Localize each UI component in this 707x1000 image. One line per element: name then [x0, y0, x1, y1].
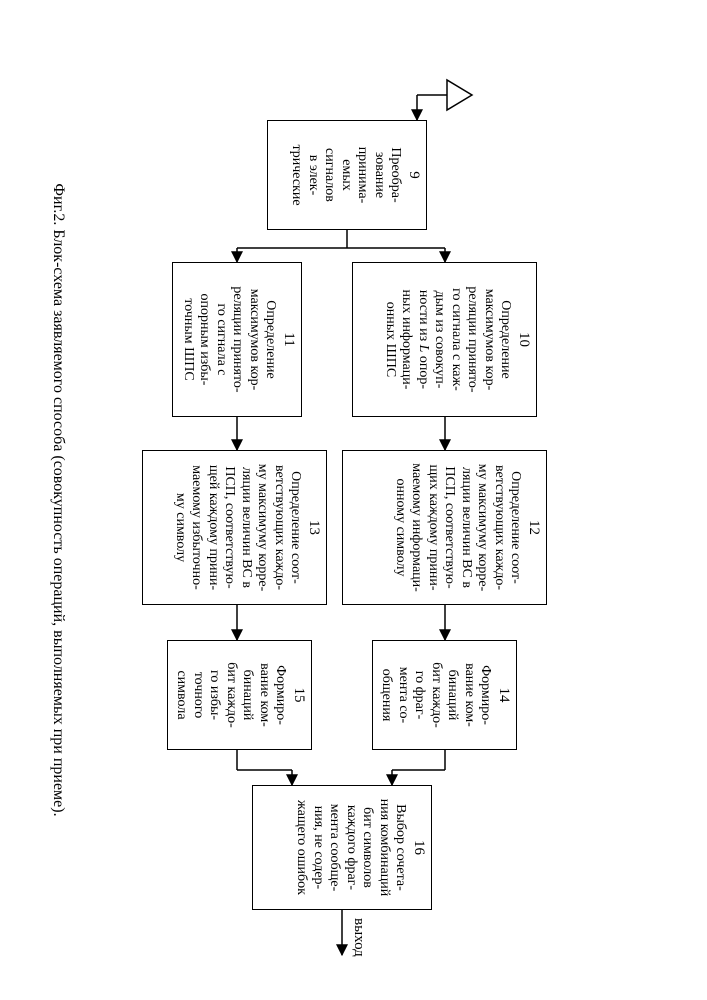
- node-text: Определениемаксимумов кор-реляции принят…: [381, 286, 513, 392]
- node-n16: 16Выбор сочета-ния комбинацийбит символо…: [252, 785, 432, 910]
- edge: [447, 80, 472, 110]
- node-number: 15: [291, 688, 308, 703]
- node-number: 13: [306, 520, 323, 535]
- node-text: Преобра-зованиепринима-емыхсигналовв эле…: [288, 144, 404, 205]
- node-n13: 13Определение соот-ветствующих каждо-му …: [142, 450, 327, 605]
- node-text: Формиро-вание ком-бинацийбит каждо-го фр…: [378, 662, 494, 728]
- node-n11: 11Определениемаксимумов кор-реляции прин…: [172, 262, 302, 417]
- node-number: 9: [406, 171, 423, 179]
- node-number: 16: [411, 840, 428, 855]
- figure-caption: Фиг.2. Блок-схема заявляемого способа (с…: [49, 0, 67, 1000]
- node-n12: 12Определение соот-ветствующих каждо-му …: [342, 450, 547, 605]
- node-n15: 15Формиро-вание ком-бинацийбит каждо-го …: [167, 640, 312, 750]
- node-n9: 9Преобра-зованиепринима-емыхсигналовв эл…: [267, 120, 427, 230]
- node-text: Выбор сочета-ния комбинацийбит символовк…: [293, 799, 409, 896]
- label-out: выход: [350, 918, 367, 957]
- node-number: 10: [516, 332, 533, 347]
- node-text: Определение соот-ветствующих каждо-му ма…: [171, 464, 303, 592]
- node-text: Определениемаксимумов кор-реляции принят…: [179, 286, 278, 392]
- node-text: Определение соот-ветствующих каждо-му ма…: [391, 463, 523, 592]
- node-number: 14: [496, 688, 513, 703]
- node-n10: 10Определениемаксимумов кор-реляции прин…: [352, 262, 537, 417]
- node-number: 12: [526, 520, 543, 535]
- node-n14: 14Формиро-вание ком-бинацийбит каждо-го …: [372, 640, 517, 750]
- node-text: Формиро-вание ком-бинацийбит каждо-го из…: [173, 662, 289, 728]
- node-number: 11: [281, 332, 298, 346]
